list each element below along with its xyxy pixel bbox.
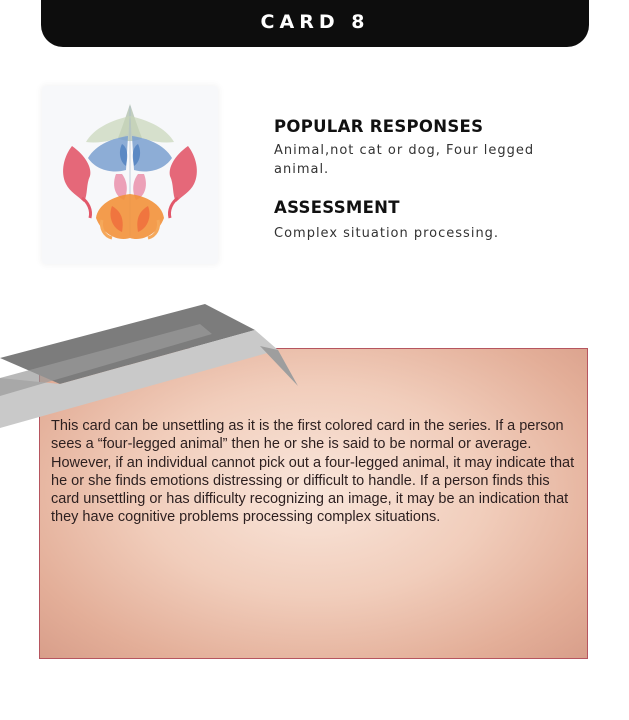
assessment-section: ASSESSMENT — [274, 198, 400, 217]
popular-responses-section: POPULAR RESPONSES — [274, 117, 483, 136]
page-title: CARD 8 — [260, 10, 370, 33]
popular-responses-line-2: animal. — [274, 162, 330, 177]
inkblot-image — [42, 86, 218, 264]
inkblot-card-icon — [63, 104, 197, 240]
description-text: This card can be unsettling as it is the… — [51, 418, 575, 526]
popular-responses-line-1: Animal,not cat or dog, Four legged — [274, 143, 535, 158]
header-bar: CARD 8 — [41, 0, 589, 47]
folded-ribbon-icon — [0, 304, 298, 428]
popular-responses-heading: POPULAR RESPONSES — [274, 117, 484, 136]
popular-responses-text: Animal,not cat or dog, Four legged anima… — [274, 141, 534, 179]
assessment-text: Complex situation processing. — [274, 226, 500, 241]
description-box: This card can be unsettling as it is the… — [39, 348, 588, 659]
assessment-heading: ASSESSMENT — [274, 198, 400, 217]
